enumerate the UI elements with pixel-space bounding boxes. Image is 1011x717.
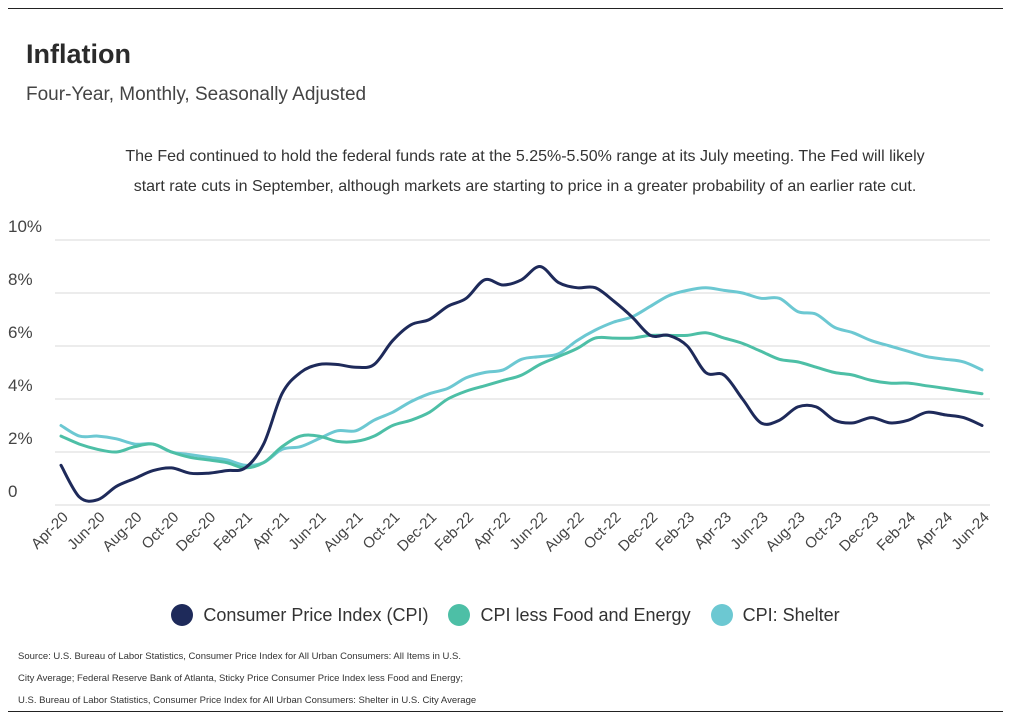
legend-item-core: CPI less Food and Energy <box>448 604 691 626</box>
legend-marker-shelter <box>710 604 733 626</box>
legend-label-shelter: CPI: Shelter <box>742 604 840 625</box>
x-tick-label: Feb-24 <box>874 509 920 555</box>
legend: Consumer Price Index (CPI) CPI less Food… <box>0 604 1011 626</box>
y-tick-label: 10% <box>8 217 42 236</box>
series-line-1 <box>59 331 984 470</box>
x-tick-label: Apr-22 <box>470 509 514 553</box>
series-line-0 <box>59 265 984 503</box>
series-line-2 <box>59 286 984 467</box>
source-line-2: City Average; Federal Reserve Bank of At… <box>18 673 463 684</box>
x-tick-label: Apr-20 <box>28 509 72 553</box>
top-rule <box>8 8 1003 9</box>
y-tick-label: 8% <box>8 270 33 289</box>
legend-label-core: CPI less Food and Energy <box>480 604 691 625</box>
bottom-rule <box>8 711 1003 712</box>
legend-marker-core <box>448 604 471 626</box>
legend-item-shelter: CPI: Shelter <box>710 604 840 626</box>
y-tick-label: 0 <box>8 482 17 501</box>
chart-annotation: The Fed continued to hold the federal fu… <box>60 142 990 202</box>
x-tick-label: Feb-21 <box>210 509 256 555</box>
source-line-1: Source: U.S. Bureau of Labor Statistics,… <box>18 651 461 662</box>
x-tick-label: Feb-22 <box>431 509 477 555</box>
line-chart: 02%4%6%8%10%Apr-20Jun-20Aug-20Oct-20Dec-… <box>8 217 993 555</box>
x-tick-label: Aug-22 <box>541 509 587 555</box>
chart-subtitle: Four-Year, Monthly, Seasonally Adjusted <box>26 84 367 105</box>
annotation-line-2: start rate cuts in September, although m… <box>133 178 917 195</box>
x-tick-label: Dec-22 <box>615 509 661 555</box>
x-tick-label: Apr-24 <box>912 509 956 553</box>
y-tick-label: 2% <box>8 429 33 448</box>
x-tick-label: Aug-21 <box>320 509 366 555</box>
y-tick-label: 4% <box>8 376 33 395</box>
annotation-line-1: The Fed continued to hold the federal fu… <box>125 148 925 165</box>
x-tick-label: Dec-20 <box>173 509 219 555</box>
source-note: Source: U.S. Bureau of Labor Statistics,… <box>18 646 478 712</box>
legend-item-cpi: Consumer Price Index (CPI) <box>171 604 428 626</box>
x-tick-label: Apr-21 <box>249 509 293 553</box>
x-tick-label: Aug-23 <box>762 509 808 555</box>
x-tick-label: Jun-24 <box>948 509 992 553</box>
x-tick-label: Dec-21 <box>394 509 440 555</box>
legend-marker-cpi <box>171 604 194 626</box>
x-tick-label: Apr-23 <box>691 509 735 553</box>
source-line-3: U.S. Bureau of Labor Statistics, Consume… <box>18 695 477 706</box>
x-tick-label: Feb-23 <box>652 509 698 555</box>
legend-label-cpi: Consumer Price Index (CPI) <box>203 604 429 625</box>
y-tick-label: 6% <box>8 323 33 342</box>
chart-title: Inflation <box>26 39 131 69</box>
x-tick-label: Aug-20 <box>99 509 145 555</box>
x-tick-label: Dec-23 <box>836 509 882 555</box>
